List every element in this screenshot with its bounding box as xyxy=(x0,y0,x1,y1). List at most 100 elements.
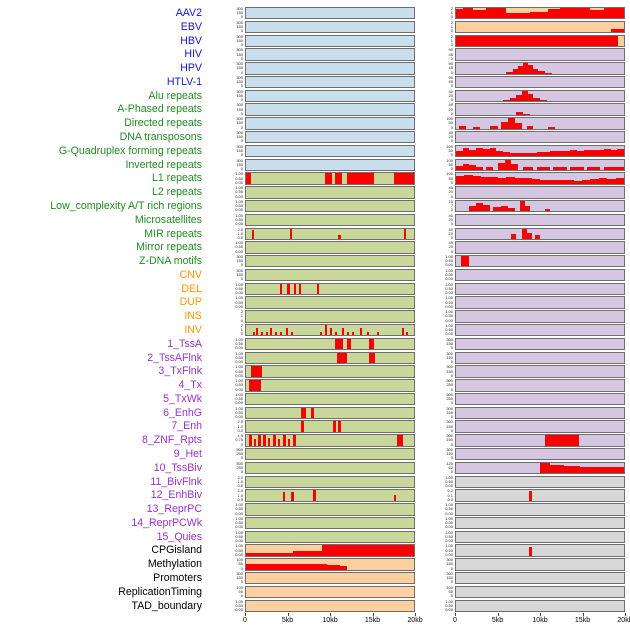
y-axis-ticks-left: 1.00 0.50 0.00 xyxy=(204,337,245,350)
signal-bar xyxy=(573,180,582,184)
y-tick-label: 0.50 xyxy=(235,340,243,346)
track-row-cnv: CNV 300 150 0 1.00 0.50 0.00 xyxy=(0,267,630,282)
y-tick-label: 0 xyxy=(240,138,243,144)
y-axis-ticks-left: 300 150 0 xyxy=(204,34,245,47)
track-row-dna-transposons: DNA transposons 300 150 0 40 20 0 xyxy=(0,131,630,144)
y-tick-label: 0 xyxy=(450,455,453,461)
track-label-hpv: HPV xyxy=(180,62,202,75)
y-tick-label: 300 xyxy=(236,74,243,80)
signal-bar xyxy=(533,97,540,102)
track-row-13-reprpc: 13_ReprPC 1.00 0.50 0.00 1.00 0.50 0.00 xyxy=(0,503,630,516)
y-tick-label: 0 xyxy=(450,97,453,103)
signal-bar xyxy=(528,94,534,102)
y-tick-label: 150 xyxy=(446,561,453,567)
y-tick-label: 250 xyxy=(236,464,243,470)
track-label-mirror-repeats: Mirror repeats xyxy=(136,241,202,254)
y-tick-label: 2 xyxy=(450,33,453,39)
signal-bar xyxy=(482,149,490,157)
y-tick-label: 1 xyxy=(240,327,243,333)
signal-bar xyxy=(492,206,502,212)
track-panel-left-10-tssbiv xyxy=(245,461,415,475)
y-axis-ticks-right: 300 150 0 xyxy=(415,365,455,377)
y-axis-ticks-left: 1.00 0.50 0.00 xyxy=(204,598,245,612)
track-panel-right-13-reprpc xyxy=(455,503,625,516)
track-label-ins: INS xyxy=(184,310,202,323)
y-axis-ticks-left: 300 150 0 xyxy=(204,74,245,89)
signal-bar xyxy=(489,176,498,184)
y-axis-ticks-left: 300 150 0 xyxy=(204,255,245,267)
track-label-l2-repeats: L2 repeats xyxy=(151,186,202,199)
y-tick-label: 300 xyxy=(236,102,243,108)
signal-bar xyxy=(523,113,530,115)
y-tick-label: 1.00 xyxy=(235,515,243,521)
y-tick-label: 2.0 xyxy=(237,419,243,425)
y-tick-label: 20 xyxy=(448,230,453,236)
signal-bar xyxy=(476,202,483,212)
signal-bar xyxy=(570,150,577,157)
y-tick-label: 0 xyxy=(240,83,243,89)
y-axis-ticks-left: 300 150 0 xyxy=(204,48,245,60)
track-panel-right-hpv xyxy=(455,62,625,75)
signal-bar xyxy=(313,563,327,570)
y-tick-label: 1.00 xyxy=(235,598,243,604)
signal-bar xyxy=(246,552,294,556)
signal-bar xyxy=(259,563,273,570)
track-panel-left-mir-repeats xyxy=(245,227,415,240)
y-tick-label: 45 xyxy=(448,65,453,71)
y-tick-label: 150 xyxy=(446,368,453,374)
track-row-15-quies: 15_Quies 1.00 0.50 0.00 1.00 0.50 0.00 xyxy=(0,530,630,544)
track-row-microsatellites: Microsatellites 1.00 0.50 0.00 40 20 0 xyxy=(0,213,630,227)
track-panel-left-ins xyxy=(245,310,415,323)
signal-bar xyxy=(269,328,272,336)
y-tick-label: 40 xyxy=(448,102,453,108)
y-tick-label: 125 xyxy=(446,460,453,466)
track-panel-right-low-complexity-a-t-rich-regions xyxy=(455,199,625,213)
track-row-hiv: HIV 300 150 0 90 45 0 xyxy=(0,48,630,61)
signal-bar xyxy=(610,28,624,33)
track-label-11-bivflnk: 11_BivFlnk xyxy=(150,475,202,488)
signal-bar xyxy=(556,150,564,157)
x-axis-left: 0 5kb 10kb 15kb 20kb xyxy=(243,612,423,628)
signal-bar xyxy=(516,112,524,115)
y-tick-label: 0.0 xyxy=(237,482,243,488)
y-tick-label: 300 xyxy=(236,267,243,273)
signal-bar xyxy=(536,152,544,157)
signal-bar xyxy=(540,99,547,102)
y-tick-label: 300 xyxy=(236,19,243,25)
signal-bar xyxy=(252,331,255,336)
track-label-ebv: EBV xyxy=(180,20,202,33)
x-tick-mark xyxy=(455,612,456,616)
signal-bar xyxy=(603,149,611,157)
y-tick-label: 500 xyxy=(446,378,453,384)
y-tick-label: 0.00 xyxy=(235,607,243,612)
signal-bar xyxy=(254,439,257,446)
y-tick-label: 150 xyxy=(236,23,243,29)
track-row-hpv: HPV 300 150 0 90 45 0 xyxy=(0,62,630,75)
track-row-g-quadruplex-forming-repeats: G-Quadruplex forming repeats 300 150 0 100 50… xyxy=(0,144,630,158)
signal-bar xyxy=(321,545,414,556)
track-panel-left-4-tx xyxy=(245,379,415,392)
signal-bar xyxy=(346,331,349,336)
y-axis-ticks-left: 100 50 0 xyxy=(204,585,245,598)
track-panel-right-g-quadruplex-forming-repeats xyxy=(455,144,625,158)
track-label-3-txflnk: 3_TxFlnk xyxy=(158,365,202,378)
signal-bar xyxy=(366,331,369,336)
y-tick-label: 150 xyxy=(236,37,243,43)
track-panel-right-cpgisland xyxy=(455,544,625,557)
y-tick-label: 40 xyxy=(448,240,453,246)
y-tick-label: 100 xyxy=(446,171,453,177)
axis-spacer-left-ticks xyxy=(204,613,245,628)
y-tick-label: 300 xyxy=(236,6,243,11)
y-tick-label: 0.50 xyxy=(445,327,453,333)
y-tick-label: 0 xyxy=(450,28,453,34)
y-tick-label: 0 xyxy=(450,441,453,447)
track-panel-right-mir-repeats xyxy=(455,227,625,240)
signal-bar xyxy=(533,68,539,74)
signal-bar xyxy=(346,173,374,184)
signal-bar xyxy=(476,147,483,157)
signal-bar xyxy=(257,435,261,446)
track-panel-right-6-enhg xyxy=(455,406,625,420)
y-axis-ticks-right: 40 20 0 xyxy=(415,89,455,103)
track-panel-right-inverted-repeats xyxy=(455,158,625,171)
track-panel-right-methylation xyxy=(455,558,625,571)
